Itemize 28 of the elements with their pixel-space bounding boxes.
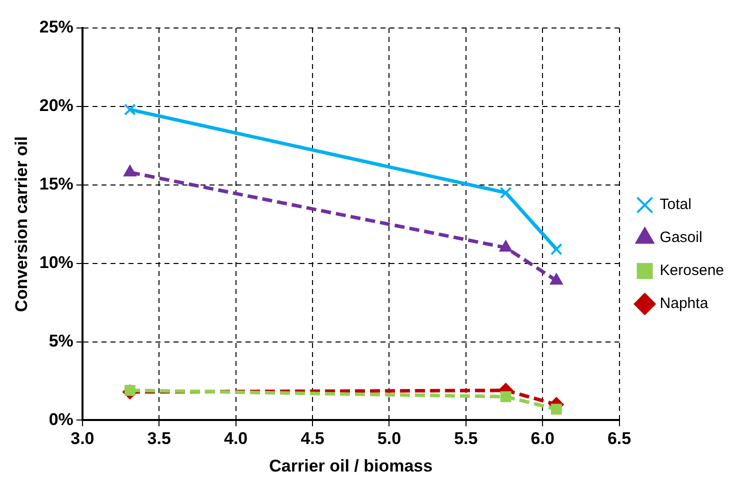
- x-tick-label: 6.5: [607, 429, 632, 448]
- point: [124, 104, 136, 116]
- point: [550, 273, 563, 285]
- x-tick-label: 3.0: [70, 429, 94, 448]
- y-tick-label: 10%: [39, 253, 74, 272]
- y-tick-label: 25%: [39, 18, 74, 37]
- legend-label: Kerosene: [660, 262, 724, 280]
- legend-label: Gasoil: [660, 229, 702, 246]
- legend-label: Total: [660, 196, 692, 214]
- y-axis-title: Conversion carrier oil: [12, 136, 31, 312]
- x-tick-label: 6.0: [530, 429, 554, 448]
- y-tick-label: 15%: [39, 174, 74, 194]
- point: [123, 164, 137, 176]
- x-tick-label: 5.0: [377, 429, 402, 448]
- point: [550, 243, 562, 256]
- x-tick-label: 5.5: [454, 429, 478, 448]
- y-tick-label: 0%: [48, 410, 74, 429]
- point: [499, 240, 512, 252]
- x-tick-label: 4.0: [224, 429, 248, 448]
- y-tick-label: 5%: [48, 331, 74, 350]
- x-axis-title: Carrier oil / biomass: [269, 456, 433, 476]
- y-tick-label: 20%: [39, 96, 74, 116]
- x-tick-label: 4.5: [300, 429, 324, 448]
- point: [550, 404, 562, 415]
- point: [500, 186, 512, 199]
- point: [500, 391, 512, 402]
- x-tick-label: 3.5: [147, 429, 171, 448]
- legend-label: Naphta: [660, 295, 709, 312]
